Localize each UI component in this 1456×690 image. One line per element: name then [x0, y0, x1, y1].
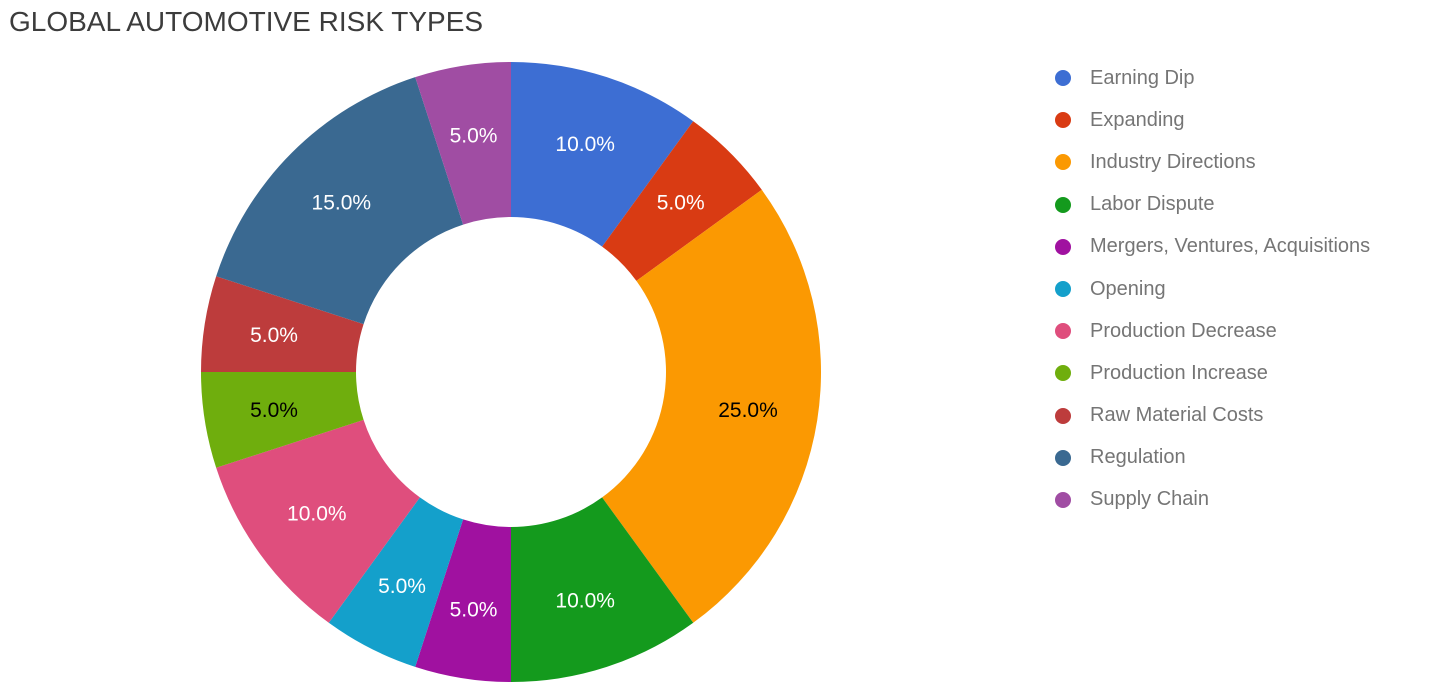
legend-label: Industry Directions [1090, 150, 1256, 173]
legend-item-regulation[interactable]: Regulation [1047, 437, 1370, 479]
legend-label: Raw Material Costs [1090, 404, 1264, 427]
legend-label: Labor Dispute [1090, 193, 1215, 216]
legend-label: Earning Dip [1090, 66, 1195, 89]
legend-color-dot-opening [1055, 281, 1071, 298]
donut-pie-chart: 10.0%5.0%25.0%10.0%5.0%5.0%10.0%5.0%5.0%… [201, 62, 822, 682]
legend-item-expanding[interactable]: Expanding [1047, 99, 1370, 141]
pie-slice-raw-material-costs[interactable] [201, 276, 364, 372]
legend-label: Production Increase [1090, 361, 1268, 384]
legend-item-supply-chain[interactable]: Supply Chain [1047, 479, 1370, 521]
legend-color-dot-expanding [1055, 112, 1071, 129]
legend-item-production-decrease[interactable]: Production Decrease [1047, 310, 1370, 352]
pie-slice-expanding[interactable] [602, 121, 762, 281]
legend-color-dot-mergers-ventures-acquisitions [1055, 238, 1071, 255]
legend-color-dot-labor-dispute [1055, 196, 1071, 213]
legend-color-dot-production-decrease [1055, 323, 1071, 340]
pie-slice-production-decrease[interactable] [216, 419, 420, 623]
legend-item-production-increase[interactable]: Production Increase [1047, 352, 1370, 394]
chart-title: GLOBAL AUTOMOTIVE RISK TYPES [9, 6, 484, 37]
legend-label: Opening [1090, 277, 1166, 300]
legend-label: Expanding [1090, 108, 1185, 131]
legend-item-earning-dip[interactable]: Earning Dip [1047, 57, 1370, 99]
pie-slice-production-increase[interactable] [201, 372, 364, 468]
legend-label: Production Decrease [1090, 319, 1277, 342]
legend-item-labor-dispute[interactable]: Labor Dispute [1047, 184, 1370, 226]
legend-item-mergers-ventures-acquisitions[interactable]: Mergers, Ventures, Acquisitions [1047, 226, 1370, 268]
legend-label: Supply Chain [1090, 488, 1209, 511]
legend-label: Regulation [1090, 446, 1186, 469]
legend-color-dot-industry-directions [1055, 154, 1071, 171]
pie-slice-industry-directions[interactable] [602, 189, 822, 623]
legend-item-opening[interactable]: Opening [1047, 268, 1370, 310]
legend-color-dot-raw-material-costs [1055, 407, 1071, 424]
pie-slice-earning-dip[interactable] [511, 62, 694, 247]
legend-label: Mergers, Ventures, Acquisitions [1090, 235, 1371, 258]
chart-legend: Earning Dip Expanding Industry Directions L… [1047, 57, 1370, 521]
legend-item-raw-material-costs[interactable]: Raw Material Costs [1047, 395, 1370, 437]
legend-color-dot-earning-dip [1055, 70, 1071, 87]
legend-color-dot-regulation [1055, 449, 1071, 466]
pie-slice-labor-dispute[interactable] [511, 497, 694, 682]
pie-slice-opening[interactable] [328, 497, 464, 667]
legend-color-dot-production-increase [1055, 365, 1071, 382]
pie-slice-regulation[interactable] [216, 77, 464, 325]
legend-item-industry-directions[interactable]: Industry Directions [1047, 141, 1370, 183]
pie-slice-mergers-ventures-acquisitions[interactable] [415, 519, 511, 682]
pie-slice-supply-chain[interactable] [415, 62, 511, 225]
legend-color-dot-supply-chain [1055, 491, 1071, 508]
